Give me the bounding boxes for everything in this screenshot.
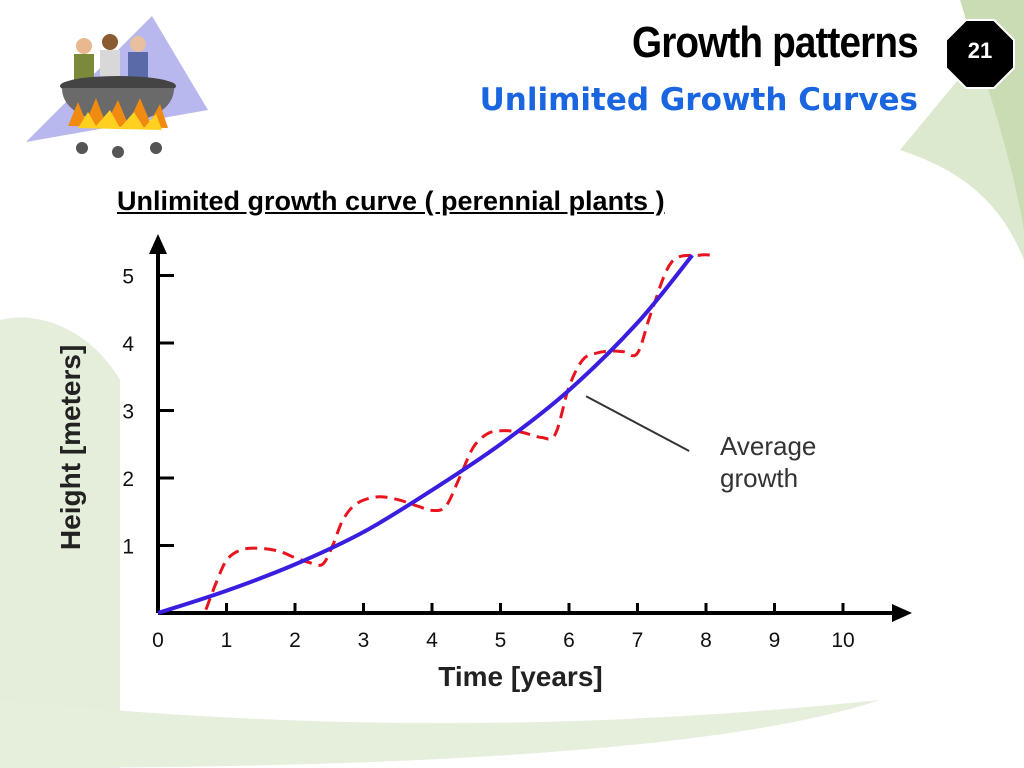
x-tick-label: 1: [221, 629, 233, 652]
chart-heading: Unlimited growth curve ( perennial plant…: [117, 186, 665, 216]
cauldron-legs-icon: [76, 142, 162, 158]
x-tick-label: 3: [358, 629, 370, 652]
x-tick-label: 7: [632, 629, 644, 652]
y-tick-label: 1: [122, 536, 134, 559]
y-axis-arrow-icon: [149, 234, 167, 254]
annotation-leader-line: [585, 395, 690, 452]
cauldron-clipart: [26, 16, 208, 158]
background-swoosh-bottom: [0, 700, 880, 768]
fire-icon: [68, 98, 168, 130]
y-tick-label: 3: [122, 401, 134, 424]
people-icon: [74, 34, 148, 84]
x-tick-label: 5: [495, 629, 507, 652]
background-swoosh-left: [0, 317, 120, 768]
x-tick-label: 0: [152, 629, 164, 652]
slide-subtitle: Unlimited Growth Curves: [479, 82, 918, 118]
x-axis-title: Time [years]: [438, 661, 602, 692]
y-axis-title: Height [meters]: [55, 345, 86, 550]
series-average-growth-line: [157, 253, 694, 615]
page-number: 21: [967, 38, 993, 63]
y-tick-label: 4: [122, 333, 134, 356]
series-actual-growth-line: [204, 253, 713, 611]
y-tick-label: 2: [122, 468, 134, 491]
x-tick-label: 9: [769, 629, 781, 652]
x-tick-label: 6: [563, 629, 575, 652]
x-axis-arrow-icon: [892, 604, 912, 622]
x-tick-label: 8: [700, 629, 712, 652]
slide-title: Growth patterns: [632, 18, 919, 67]
octagon-icon: [945, 19, 1015, 89]
page-number-badge: [945, 19, 1015, 89]
x-tick-label: 4: [426, 629, 438, 652]
annotation-label-line-1: Average: [720, 431, 816, 461]
x-tick-label: 10: [831, 629, 854, 652]
y-tick-label: 5: [122, 266, 134, 289]
x-tick-label: 2: [289, 629, 301, 652]
annotation-label-line-2: growth: [720, 463, 798, 493]
